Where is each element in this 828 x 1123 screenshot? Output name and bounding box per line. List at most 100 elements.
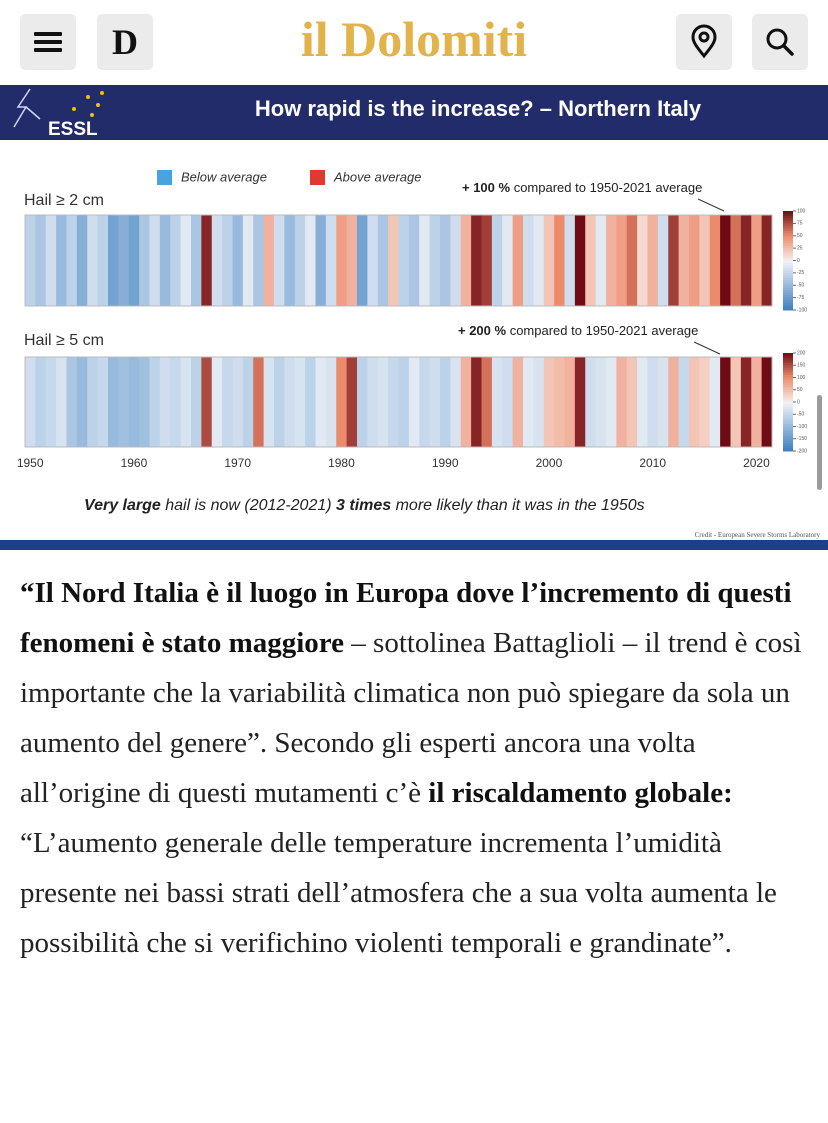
stripe	[533, 215, 545, 306]
stripe	[284, 357, 296, 447]
annotation-arrow	[693, 341, 721, 355]
title-banner	[0, 85, 828, 140]
stripe	[543, 357, 555, 447]
colorbar-tick-label: -100	[797, 424, 807, 430]
colorbar-cell	[783, 262, 793, 266]
stripe	[191, 215, 202, 306]
stripe	[720, 215, 731, 306]
stripe	[502, 357, 514, 447]
stripe	[128, 357, 140, 447]
search-button[interactable]	[752, 14, 808, 70]
colorbar-cell	[783, 272, 793, 276]
legend-swatch	[157, 170, 172, 185]
stripe	[305, 357, 316, 447]
stripe	[440, 357, 451, 447]
stripe	[595, 215, 607, 306]
caption: Very large hail is now (2012-2021) 3 tim…	[84, 497, 645, 514]
stripes-frame	[24, 356, 773, 448]
x-tick-label: 1970	[224, 456, 251, 470]
colorbar-cell	[783, 297, 793, 301]
stripe	[76, 215, 88, 306]
row-label: Hail ≥ 5 cm	[24, 332, 104, 349]
stripe	[377, 357, 389, 447]
bold-text: il riscaldamento globale:	[428, 777, 733, 809]
colorbar-cell	[783, 235, 793, 239]
colorbar-cell	[783, 414, 793, 418]
colorbar-tick-label: 100	[797, 375, 806, 381]
stripe	[222, 215, 233, 306]
lightning	[13, 88, 41, 128]
stripe	[471, 215, 482, 306]
stripe	[56, 215, 67, 306]
stripe	[242, 215, 254, 306]
stripe	[274, 215, 285, 306]
colorbar-cell	[783, 265, 793, 269]
colorbar-cell	[783, 245, 793, 249]
search-icon	[766, 28, 794, 56]
stripe	[325, 357, 337, 447]
stripe	[533, 357, 545, 447]
stripe	[367, 357, 379, 447]
logo-button[interactable]: D	[97, 14, 153, 70]
stripe	[211, 215, 223, 306]
stripe	[637, 357, 648, 447]
stripe	[315, 215, 327, 306]
colorbar-cell	[783, 384, 793, 388]
colorbar-cell	[783, 392, 793, 396]
stripe	[76, 357, 88, 447]
colorbar-cell	[783, 277, 793, 281]
x-tick-label: 1960	[121, 456, 148, 470]
colorbar-cell	[783, 365, 793, 369]
stripe	[668, 357, 680, 447]
stripe	[429, 215, 441, 306]
colorbar-cell	[783, 382, 793, 386]
stripe	[408, 357, 420, 447]
colorbar-cell	[783, 253, 793, 257]
menu-button[interactable]	[20, 14, 76, 70]
stripe	[523, 357, 534, 447]
annotation-part: compared to 1950-2021 average	[506, 323, 698, 338]
stripe	[159, 215, 171, 306]
colorbar-cell	[783, 233, 793, 237]
stripe	[574, 357, 586, 447]
colorbar-cell	[783, 307, 793, 311]
colorbar-tick-label: -75	[797, 295, 804, 301]
brand[interactable]: il Dolomiti	[300, 11, 528, 67]
colorbar-cell	[783, 436, 793, 440]
colorbar-cell	[783, 441, 793, 445]
colorbar-cell	[783, 377, 793, 381]
stripe	[367, 215, 379, 306]
colorbar-cell	[783, 426, 793, 430]
stripe	[149, 215, 161, 306]
stripe	[284, 215, 296, 306]
stripe	[419, 357, 431, 447]
colorbar-cell	[783, 372, 793, 376]
stripe	[263, 215, 275, 306]
colorbar-cell	[783, 290, 793, 294]
stripe	[336, 215, 348, 306]
colorbar-cell	[783, 302, 793, 306]
colorbar-cell	[783, 394, 793, 398]
x-tick-label: 2000	[536, 456, 563, 470]
colorbar-cell	[783, 448, 793, 452]
stripe	[159, 357, 171, 447]
stripe	[491, 215, 503, 306]
colorbar-cell	[783, 248, 793, 252]
colorbar-cell	[783, 389, 793, 393]
essl-logo: ESSL	[48, 119, 98, 140]
stripe	[595, 357, 607, 447]
caption-part: Very large	[84, 497, 161, 514]
colorbar-cell	[783, 260, 793, 264]
legend-label: Below average	[181, 169, 267, 184]
colorbar-cell	[783, 258, 793, 261]
location-button[interactable]	[676, 14, 732, 70]
annotation: + 200 % compared to 1950-2021 average	[458, 323, 698, 338]
colorbar-tick-label: -50	[797, 412, 804, 418]
stripe	[678, 215, 690, 306]
colorbar-tick-label: -150	[797, 436, 807, 442]
stripe	[512, 215, 524, 306]
colorbar-cell	[783, 295, 793, 299]
colorbar-tick-label: 25	[797, 245, 803, 251]
stripe	[502, 215, 514, 306]
